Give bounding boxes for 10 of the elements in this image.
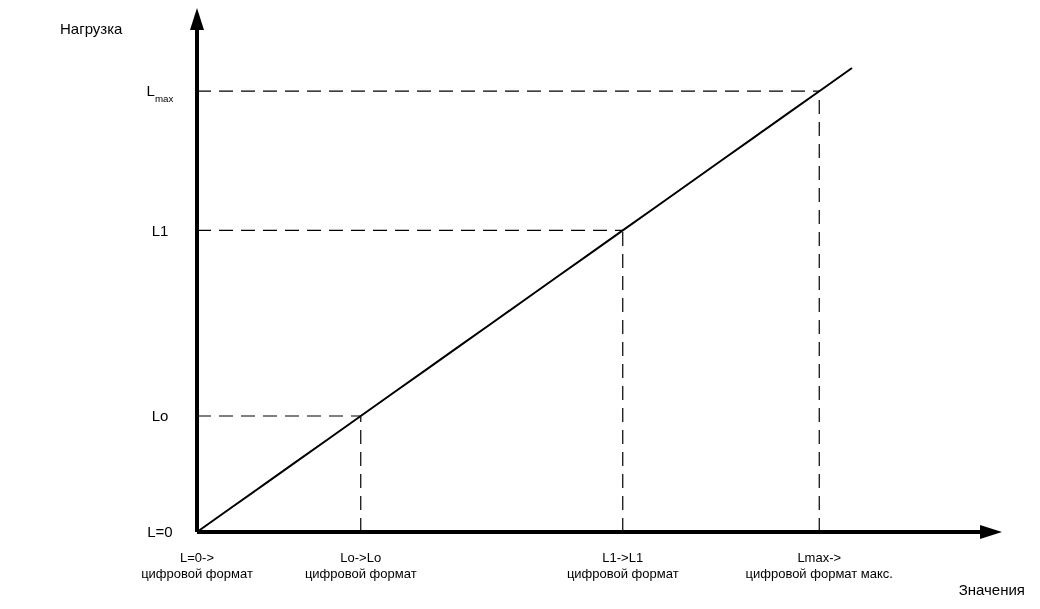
- ref-line-label: L1: [151, 221, 169, 239]
- ref-line-label: Lo: [151, 407, 169, 425]
- x-tick-label: L1->L1 цифровой формат: [566, 550, 679, 581]
- ref-line-label: L$_{max}$: [146, 82, 174, 104]
- x-tick-label: Lo->Lo цифровой формат: [304, 550, 417, 581]
- y-axis-title: Нагрузка: [60, 20, 124, 37]
- x-tick-label: L=0-> цифровой формат: [141, 550, 253, 581]
- x-axis-title: Значения: [958, 581, 1025, 598]
- x-tick-label: Lmax-> цифровой формат макс.: [745, 550, 893, 581]
- text: L=0: [147, 523, 173, 541]
